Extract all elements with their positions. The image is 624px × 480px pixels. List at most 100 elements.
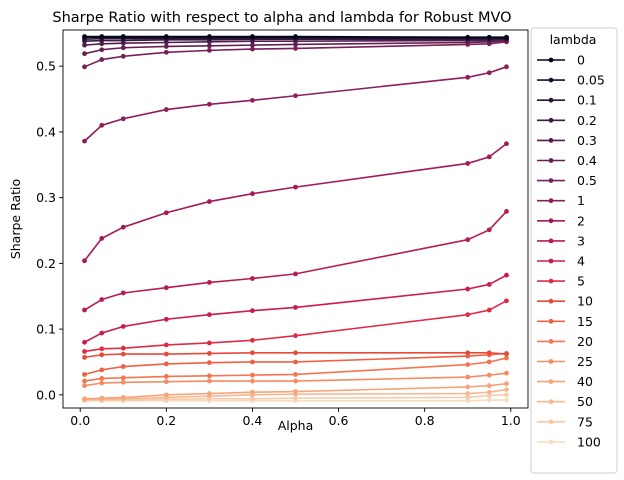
legend-label-lambda-5: 5 xyxy=(577,274,585,289)
legend-label-lambda-0.3: 0.3 xyxy=(577,133,597,148)
data-point-lambda-15 xyxy=(465,353,471,359)
data-point-lambda-25 xyxy=(99,380,105,386)
legend-swatch-marker-lambda-5 xyxy=(548,278,554,284)
data-point-lambda-4 xyxy=(120,324,126,329)
series-line-lambda-0.5 xyxy=(84,41,507,68)
x-tick-label: 0.6 xyxy=(329,413,349,428)
data-point-lambda-75 xyxy=(504,392,509,398)
data-point-lambda-10 xyxy=(120,351,126,357)
x-tick-label: 0.0 xyxy=(70,413,90,428)
data-point-lambda-40 xyxy=(465,384,471,390)
data-point-lambda-50 xyxy=(504,387,509,392)
data-point-lambda-1 xyxy=(486,70,492,76)
data-point-lambda-100 xyxy=(465,398,471,404)
data-point-lambda-0.5 xyxy=(250,46,255,52)
data-point-lambda-20 xyxy=(120,375,126,381)
series-line-lambda-3 xyxy=(84,210,508,311)
data-point-lambda-25 xyxy=(206,378,212,384)
data-point-lambda-40 xyxy=(504,381,509,387)
data-point-lambda-1 xyxy=(293,93,298,99)
legend-label-lambda-3: 3 xyxy=(577,233,585,248)
legend-swatch-marker-lambda-0.2 xyxy=(548,117,554,123)
data-point-lambda-0.5 xyxy=(206,47,212,53)
data-point-lambda-0.5 xyxy=(163,49,169,55)
data-point-lambda-1 xyxy=(99,122,105,128)
data-point-lambda-15 xyxy=(293,359,298,365)
legend-label-lambda-15: 15 xyxy=(577,314,593,329)
legend-swatch-marker-lambda-3 xyxy=(548,238,554,244)
data-point-lambda-75 xyxy=(250,396,255,402)
legend-swatch-marker-lambda-4 xyxy=(548,258,554,264)
data-point-lambda-1 xyxy=(206,101,212,107)
series-line-lambda-50 xyxy=(84,388,507,401)
data-point-lambda-4 xyxy=(504,272,509,278)
data-point-lambda-40 xyxy=(293,389,298,394)
data-point-lambda-10 xyxy=(293,350,298,356)
series-line-lambda-0.3 xyxy=(84,39,507,46)
data-point-lambda-2 xyxy=(486,154,492,160)
legend-swatch-marker-lambda-10 xyxy=(548,298,554,304)
x-tick-label: 0.4 xyxy=(242,413,262,428)
data-point-lambda-15 xyxy=(120,364,126,369)
data-point-lambda-4 xyxy=(250,308,255,314)
y-tick-label: 0.2 xyxy=(36,256,56,271)
data-point-lambda-0 xyxy=(206,34,212,39)
data-point-lambda-0 xyxy=(486,34,492,40)
legend-label-lambda-0.05: 0.05 xyxy=(577,73,605,88)
legend-label-lambda-50: 50 xyxy=(577,394,593,409)
data-point-lambda-20 xyxy=(486,359,492,365)
x-tick-label: 0.8 xyxy=(415,413,435,428)
data-point-lambda-2 xyxy=(99,235,105,241)
data-point-lambda-3 xyxy=(486,227,492,233)
data-point-lambda-15 xyxy=(250,359,255,365)
legend-label-lambda-100: 100 xyxy=(577,434,601,449)
data-point-lambda-3 xyxy=(465,237,471,243)
data-point-lambda-100 xyxy=(504,397,509,403)
data-point-lambda-20 xyxy=(99,376,105,381)
data-point-lambda-100 xyxy=(486,397,492,403)
data-point-lambda-0.3 xyxy=(82,42,87,48)
data-point-lambda-40 xyxy=(163,392,169,398)
y-tick-label: 0.1 xyxy=(36,322,56,337)
data-point-lambda-1 xyxy=(504,64,509,70)
legend-swatch-marker-lambda-0 xyxy=(548,57,554,63)
legend-title: lambda xyxy=(550,32,597,47)
data-point-lambda-0.5 xyxy=(120,53,126,59)
data-point-lambda-0 xyxy=(504,34,509,40)
data-point-lambda-10 xyxy=(250,350,255,356)
data-point-lambda-40 xyxy=(206,391,212,396)
data-point-lambda-75 xyxy=(293,395,298,401)
data-point-lambda-0 xyxy=(465,34,471,40)
data-point-lambda-15 xyxy=(206,360,212,366)
data-point-lambda-2 xyxy=(82,258,87,264)
legend-swatch-marker-lambda-75 xyxy=(548,419,554,425)
data-point-lambda-1 xyxy=(82,138,87,144)
data-point-lambda-20 xyxy=(465,362,471,368)
data-point-lambda-10 xyxy=(486,350,492,356)
data-point-lambda-1 xyxy=(465,74,471,80)
data-point-lambda-0 xyxy=(293,34,298,39)
data-point-lambda-3 xyxy=(293,271,298,277)
data-point-lambda-1 xyxy=(120,116,126,122)
data-point-lambda-5 xyxy=(163,342,169,348)
x-axis-ticks: 0.0 0.2 0.4 0.6 0.8 1.0 xyxy=(70,408,521,428)
data-point-lambda-5 xyxy=(206,340,212,346)
data-point-lambda-2 xyxy=(206,199,212,204)
data-point-lambda-0.4 xyxy=(206,43,212,49)
legend-label-lambda-4: 4 xyxy=(577,254,585,269)
data-point-lambda-5 xyxy=(120,345,126,351)
legend-swatch-marker-lambda-20 xyxy=(548,339,554,344)
y-tick-label: 0.0 xyxy=(36,387,56,402)
series-line-lambda-0 xyxy=(84,35,507,39)
data-point-lambda-20 xyxy=(293,372,298,377)
y-axis-label: Sharpe Ratio xyxy=(8,179,23,259)
data-point-lambda-40 xyxy=(99,395,105,401)
data-point-lambda-0.4 xyxy=(120,45,126,51)
data-point-lambda-25 xyxy=(504,370,509,376)
series-line-lambda-0.4 xyxy=(84,39,507,55)
series-line-lambda-4 xyxy=(84,274,507,343)
data-point-lambda-0.4 xyxy=(99,47,105,53)
data-point-lambda-15 xyxy=(163,361,169,367)
legend-label-lambda-75: 75 xyxy=(577,414,593,429)
